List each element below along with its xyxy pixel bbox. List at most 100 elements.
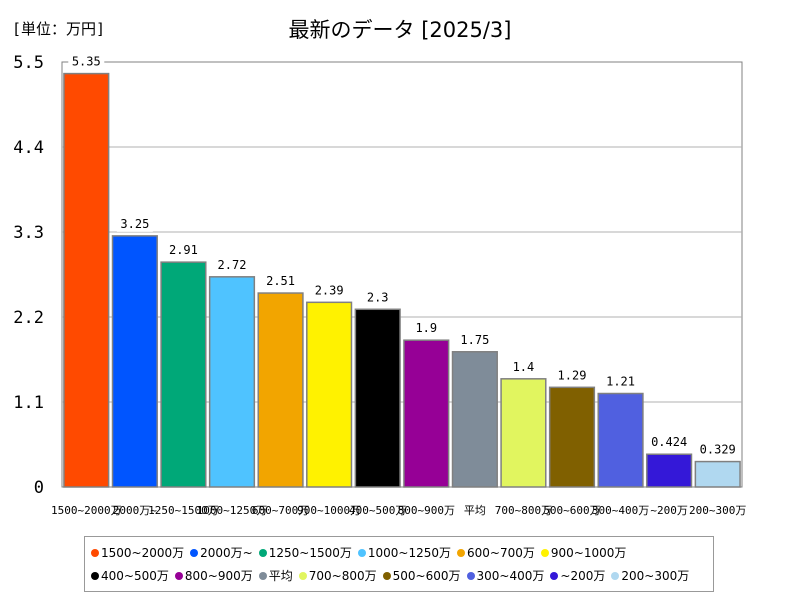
legend-label: 200~300万 [621, 569, 690, 583]
data-label-bg [311, 281, 348, 299]
legend-item: ~200万 [550, 567, 605, 584]
legend-marker [466, 571, 475, 580]
bar [403, 339, 450, 488]
legend-marker [550, 571, 559, 580]
data-label-bg [412, 319, 441, 337]
legend-marker [91, 548, 99, 557]
legend-label: 500~600万 [392, 569, 461, 583]
y-tick-label: 2.2 [13, 308, 44, 328]
x-tick-label: 200~300万 [689, 504, 746, 517]
data-label: 2.72 [218, 258, 247, 272]
x-tick-label: 700~800万 [495, 504, 552, 517]
legend-label: 600~700万 [467, 546, 535, 560]
data-label: 2.3 [367, 290, 389, 304]
legend-marker [298, 571, 307, 580]
bar [694, 460, 741, 488]
legend-item: 500~600万 [382, 567, 461, 584]
x-tick-label: 2000万~ [113, 504, 157, 517]
bar [597, 392, 644, 488]
x-tick-label: 500~600万 [543, 504, 600, 517]
data-label-bg [456, 330, 493, 348]
legend-label: ~200万 [560, 569, 606, 583]
x-tick-label: ~200万 [650, 504, 688, 517]
legend-item: 1000~1250万 [357, 544, 452, 561]
x-tick-label: 1500~2000万 [51, 504, 122, 517]
legend-marker [382, 571, 391, 580]
unit-label: [単位：万円] [12, 20, 106, 38]
legend-item: 800~900万 [174, 567, 253, 584]
data-label-bg [165, 241, 202, 259]
legend-item: 平均 [258, 567, 293, 584]
data-label: 3.25 [120, 217, 149, 231]
legend-marker [258, 548, 267, 557]
data-label-bg [68, 52, 105, 70]
legend-item: 200~300万 [611, 567, 689, 584]
legend-marker [91, 571, 99, 580]
data-label-bg [695, 440, 740, 458]
data-label: 2.51 [266, 274, 295, 288]
data-label: 1.4 [513, 360, 535, 374]
chart-title: 最新のデータ [2025/3] [288, 18, 512, 42]
legend-marker [457, 548, 466, 557]
data-label: 1.29 [558, 368, 587, 382]
x-tick-label: 800~900万 [398, 504, 455, 517]
x-tick-label: 1000~1250万 [197, 504, 268, 517]
legend-label: 平均 [268, 569, 293, 583]
x-tick-label: 平均 [464, 504, 486, 517]
chart-legend: 1500~2000万 2000万~ 1250~1500万 1000~1250万 600~… [84, 536, 714, 592]
x-tick-label: 1250~1500万 [148, 504, 219, 517]
data-label-bg [116, 214, 153, 232]
legend-label: 2000万~ [200, 546, 253, 560]
bar [451, 351, 498, 488]
legend-label: 700~800万 [308, 569, 377, 583]
legend-item: 900~1000万 [540, 544, 627, 561]
data-label-bg [214, 255, 250, 273]
bar [160, 261, 207, 488]
y-tick-label: 3.3 [13, 223, 44, 243]
data-label-bg [363, 288, 392, 306]
bar [63, 72, 110, 488]
legend-label: 800~900万 [184, 569, 253, 583]
legend-marker [357, 548, 366, 557]
data-label: 0.424 [651, 435, 687, 449]
legend-marker [540, 548, 549, 557]
legend-label: 400~500万 [101, 569, 169, 583]
legend-label: 1250~1500万 [268, 546, 352, 560]
legend-item: 300~400万 [466, 567, 545, 584]
legend-label: 900~1000万 [550, 546, 627, 560]
x-tick-label: 900~1000万 [297, 504, 361, 517]
legend-item: 400~500万 [91, 567, 169, 584]
data-label-bg [262, 272, 299, 290]
bar [208, 276, 256, 488]
y-tick-label: 0 [34, 478, 44, 498]
data-label: 1.75 [460, 333, 489, 347]
legend-item: 700~800万 [298, 567, 377, 584]
data-label-bg [647, 433, 691, 451]
y-tick-label: 5.5 [13, 53, 44, 73]
legend-label: 300~400万 [476, 569, 545, 583]
x-tick-label: 300~400万 [592, 504, 649, 517]
data-label: 1.21 [606, 375, 635, 389]
data-label: 0.329 [700, 443, 736, 457]
legend-marker [258, 571, 267, 580]
bar [111, 235, 158, 488]
data-label: 2.91 [169, 243, 198, 257]
x-tick-label: 400~500万 [349, 504, 406, 517]
y-tick-label: 1.1 [13, 393, 44, 413]
bar [257, 292, 304, 488]
data-label: 2.39 [315, 283, 344, 297]
y-tick-label: 4.4 [13, 138, 44, 158]
bar [306, 301, 353, 488]
legend-label: 1500~2000万 [101, 546, 185, 560]
data-label: 5.35 [72, 55, 101, 69]
legend-item: 600~700万 [457, 544, 535, 561]
legend-marker [174, 571, 183, 580]
data-label-bg [509, 357, 538, 375]
data-label-bg [602, 372, 639, 390]
bar [646, 453, 693, 488]
x-tick-label: 600~700万 [252, 504, 309, 517]
legend-label: 1000~1250万 [367, 546, 452, 560]
data-label-bg [554, 366, 590, 384]
bar [548, 386, 596, 488]
